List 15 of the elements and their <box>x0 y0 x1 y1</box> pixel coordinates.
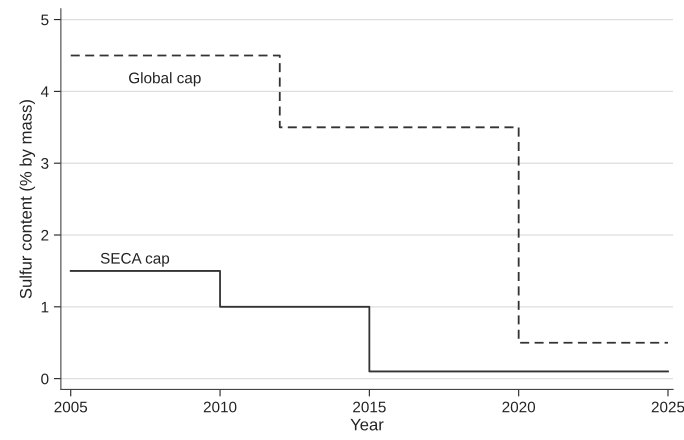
x-tick-label: 2020 <box>502 402 536 412</box>
x-tick-label: 2010 <box>204 402 236 412</box>
x-tick-label: 2005 <box>54 402 88 412</box>
x-tick-label: 2015 <box>353 402 386 412</box>
y-tick-label: 0 <box>41 373 48 384</box>
x-axis-title: Year <box>350 418 384 430</box>
x-tick-label: 2025 <box>652 402 684 412</box>
series-label: SECA cap <box>100 252 170 267</box>
y-axis-title: Sulfur content (% by mass) <box>19 100 36 298</box>
y-tick-label: 4 <box>40 86 49 97</box>
y-tick-label: 2 <box>41 230 48 241</box>
y-tick-label: 3 <box>41 158 48 169</box>
y-tick-label: 1 <box>42 302 48 312</box>
y-tick-label: 5 <box>41 14 48 26</box>
series-label: Global cap <box>129 72 201 86</box>
